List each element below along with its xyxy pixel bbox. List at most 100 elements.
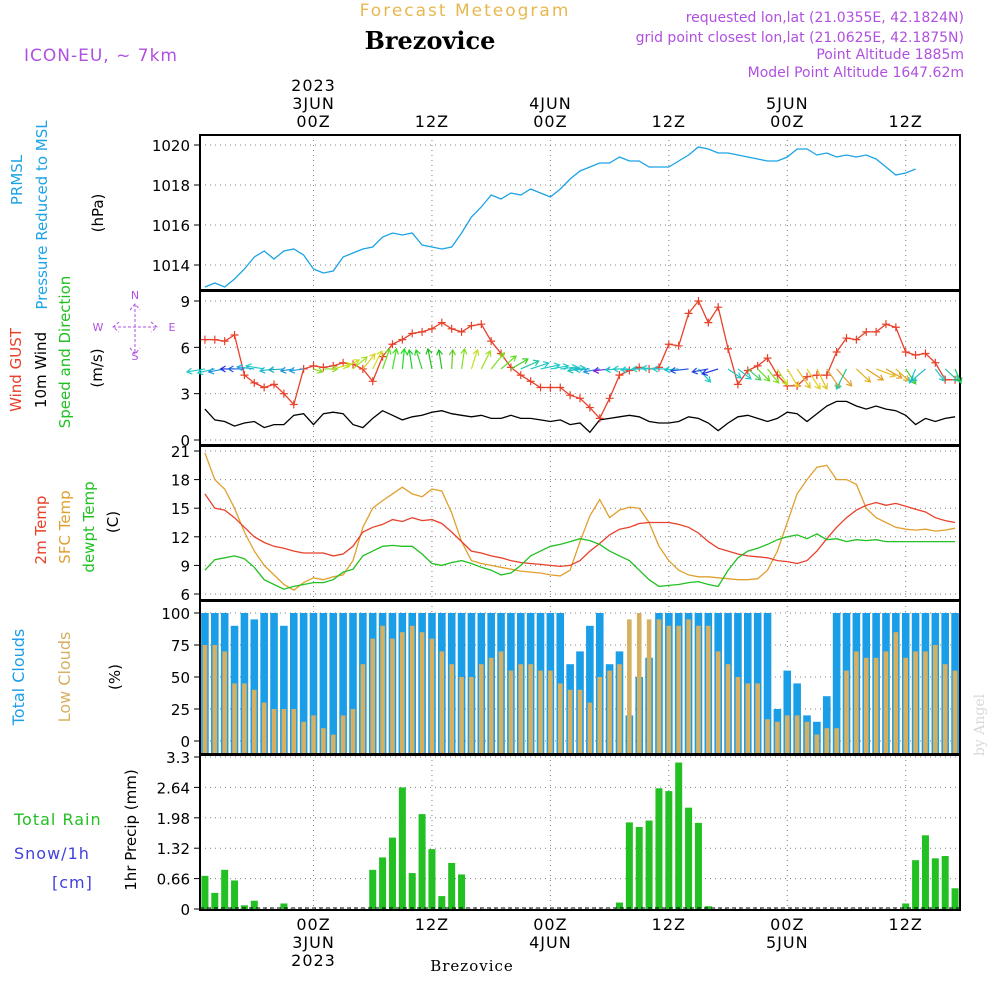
low-cloud-bar: [409, 625, 415, 753]
bottom-time-label: 12Z: [415, 915, 449, 934]
clouds-ytick-label: 75: [171, 637, 190, 655]
low-cloud-bar: [666, 625, 672, 753]
model-altitude: Model Point Altitude 1647.62m: [748, 65, 964, 81]
low-cloud-bar: [824, 728, 830, 753]
pressure-line: [204, 146, 916, 288]
wind-arrow: [382, 347, 392, 370]
low-cloud-bar: [429, 638, 435, 753]
wind-arrow: [806, 368, 821, 390]
location-title: Brezovice: [365, 26, 496, 55]
gust-marker: [200, 335, 209, 344]
wind-arrow: [954, 368, 963, 385]
rain-bar: [448, 862, 456, 909]
low-cloud-bar: [923, 651, 928, 753]
low-cloud-bar: [321, 728, 326, 753]
low-cloud-bar: [617, 664, 622, 753]
low-cloud-bar: [834, 728, 839, 753]
total-cloud-bar: [556, 613, 565, 753]
rain-bar: [655, 788, 663, 909]
gust-marker: [240, 371, 249, 380]
low-cloud-bar: [893, 632, 899, 753]
gust-marker: [803, 372, 812, 381]
top-time-label: 4JUN: [529, 94, 572, 113]
gust-marker: [862, 327, 871, 336]
low-cloud-bar: [814, 734, 820, 753]
rain-bar: [280, 903, 288, 909]
low-cloud-bar: [784, 715, 790, 753]
low-cloud-bar: [232, 683, 237, 753]
low-cloud-bar: [488, 657, 494, 753]
wind-ytick-label: 0: [180, 432, 190, 450]
bottom-time-label: 00Z: [770, 915, 804, 934]
low-cloud-bar: [449, 664, 454, 753]
low-cloud-bar: [400, 632, 405, 753]
wind-arrow: [630, 365, 650, 373]
wind-arrow: [391, 347, 399, 370]
top-time-label: 00Z: [533, 112, 567, 131]
low-cloud-bar: [261, 702, 267, 753]
wind-arrow: [727, 368, 743, 379]
model-label: ICON-EU, ~ 7km: [24, 46, 178, 66]
rain-bar: [931, 858, 939, 909]
compass-n: N: [131, 289, 139, 302]
total-cloud-bar: [822, 696, 831, 753]
bottom-time-label: 4JUN: [529, 933, 572, 952]
precip-ytick-label: 0.66: [157, 871, 190, 889]
low-cloud-bar: [469, 677, 474, 753]
low-cloud-bar: [548, 670, 553, 753]
low-cloud-bar: [804, 721, 810, 753]
rain-bar: [635, 827, 643, 909]
wind-arrow: [757, 368, 771, 382]
total-cloud-bar: [329, 613, 338, 753]
temp-unit: (C): [104, 511, 122, 533]
low-cloud-bar: [518, 664, 524, 753]
total-cloud-bar: [240, 613, 249, 753]
low-cloud-bar: [706, 625, 711, 753]
low-cloud-bar: [952, 670, 958, 753]
total-cloud-bar: [753, 613, 762, 753]
top-time-label: 2023: [291, 76, 336, 95]
wind-arrow: [400, 347, 408, 370]
gust-marker: [556, 383, 565, 392]
wind-arrow: [500, 355, 517, 370]
rain-bar: [685, 807, 693, 909]
gust-marker: [842, 334, 851, 343]
low-cloud-bar: [301, 721, 306, 753]
low-cloud-bar: [478, 664, 484, 753]
low-cloud-bar: [587, 702, 593, 753]
low-cloud-bar: [597, 677, 603, 753]
gust-marker: [427, 324, 436, 333]
gust-marker: [388, 340, 397, 349]
rain-bar: [902, 903, 910, 909]
wind-ytick-label: 9: [180, 293, 190, 311]
gust-marker: [664, 340, 673, 349]
low-cloud-bar: [567, 689, 573, 753]
dewpt-label: dewpt Temp: [80, 481, 98, 572]
low-cloud-bar: [212, 645, 218, 753]
wind-arrow: [669, 366, 689, 374]
pressure-panel: 1014 1016 1018 1020: [152, 134, 961, 291]
total-cloud-bar: [299, 613, 308, 753]
total-cloud-bar: [832, 613, 841, 753]
bottom-time-label: 5JUN: [766, 933, 809, 952]
wind-arrow: [836, 368, 853, 387]
pressure-ytick-label: 1016: [152, 217, 190, 235]
wind-arrow: [510, 358, 529, 370]
low-cloud-bar: [676, 625, 682, 753]
wind-arrow: [698, 368, 712, 383]
gust-marker: [674, 341, 683, 350]
wind-arrow: [796, 368, 811, 389]
wind-arrow: [236, 364, 255, 371]
gust-marker: [398, 335, 407, 344]
gust-marker: [911, 351, 920, 360]
top-time-label: 00Z: [296, 112, 330, 131]
wind-arrow: [267, 366, 284, 374]
low-cloud-bar: [311, 715, 316, 753]
gust-marker: [576, 394, 584, 403]
wind-arrow: [747, 368, 762, 381]
rain-bar: [379, 857, 387, 909]
wind-arrow: [865, 368, 885, 381]
snow-unit: [cm]: [52, 873, 93, 892]
wind-label: 10m Wind: [32, 332, 50, 408]
gust-marker: [832, 347, 841, 356]
